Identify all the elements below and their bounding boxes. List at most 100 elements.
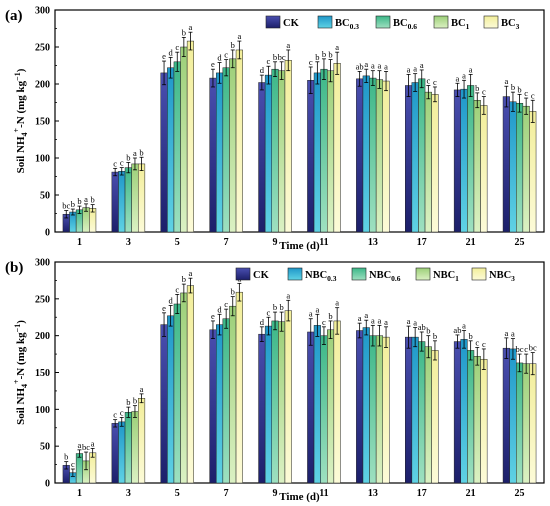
significance-letter: b: [328, 50, 332, 60]
legend-swatch: [265, 15, 281, 29]
bar-BC0.6-day13: [369, 77, 377, 233]
bar-BC3-day3: [138, 163, 146, 233]
bar-CK-day9: [258, 333, 266, 484]
significance-letter: d: [260, 317, 265, 327]
x-tick-label: 17: [417, 488, 427, 499]
bar-BC3-day5: [186, 40, 194, 233]
bar-NBC3-day5: [186, 285, 194, 484]
significance-letter: a: [335, 298, 339, 308]
significance-letter: b: [126, 397, 130, 407]
bar-CK-day25: [502, 347, 510, 484]
x-tick-label: 5: [175, 488, 180, 499]
bar-BC0.6-day9: [271, 68, 279, 233]
bar-BC0.3-day5: [167, 67, 175, 233]
bar-NBC0.3-day7: [216, 324, 224, 484]
bar-BC0.3-day17: [411, 82, 419, 233]
bar-CK-day21: [453, 341, 461, 484]
significance-letter: c: [120, 407, 124, 417]
significance-letter: a: [462, 321, 466, 331]
y-axis-title: Soil NH4+-N (mg kg−1): [12, 68, 29, 173]
significance-letter: a: [378, 61, 382, 71]
significance-letter: a: [286, 290, 290, 300]
significance-letter: b: [71, 199, 75, 209]
legend-label: NBC1: [433, 270, 459, 283]
significance-letter: a: [413, 318, 417, 328]
bar-CK-day13: [356, 78, 364, 233]
significance-letter: c: [309, 57, 313, 67]
significance-letter: c: [322, 317, 326, 327]
legend-swatch: [235, 267, 251, 281]
bar-NBC0.3-day17: [411, 336, 419, 484]
significance-letter: d: [217, 53, 222, 63]
x-tick-label: 11: [319, 237, 328, 248]
bar-CK-day13: [356, 330, 364, 484]
legend-label: NBC0.3: [305, 270, 337, 283]
bar-NBC1-day5: [180, 292, 188, 484]
legend-label: CK: [253, 270, 270, 281]
bar-NBC3-day3: [138, 398, 146, 484]
bar-BC3-day25: [529, 111, 537, 233]
significance-letter: a: [469, 64, 473, 74]
bar-CK-day17: [405, 85, 413, 233]
significance-letter: b: [426, 326, 430, 336]
significance-letter: b: [126, 152, 130, 162]
bar-NBC1-day11: [327, 329, 335, 484]
significance-letter: c: [524, 344, 528, 354]
legend-label: BC0.3: [335, 18, 359, 31]
significance-letter: a: [84, 194, 88, 204]
significance-letter: bc: [278, 52, 286, 62]
bar-NBC0.3-day13: [362, 327, 370, 484]
significance-letter: a: [286, 40, 290, 50]
significance-letter: a: [504, 328, 508, 338]
y-tick-label: 250: [35, 43, 50, 54]
legend-item-NBC0.6: NBC0.6: [351, 267, 401, 283]
bar-BC0.6-day3: [124, 167, 132, 233]
bar-CK-day5: [160, 324, 168, 484]
significance-letter: c: [531, 90, 535, 100]
significance-letter: d: [217, 304, 222, 314]
y-tick-label: 100: [35, 405, 50, 416]
bar-BC0.3-day7: [216, 72, 224, 233]
bar-NBC0.6-day21: [467, 350, 475, 484]
bar-CK-day5: [160, 72, 168, 233]
bar-BC0.6-day7: [222, 67, 230, 233]
legend-label: NBC0.6: [369, 270, 401, 283]
significance-letter: e: [162, 303, 166, 313]
significance-letter: c: [482, 87, 486, 97]
bar-BC1-day7: [229, 58, 237, 233]
significance-letter: c: [224, 299, 228, 309]
significance-letter: a: [358, 313, 362, 323]
significance-letter: d: [260, 65, 265, 75]
significance-letter: b: [280, 302, 284, 312]
bar-BC1-day17: [424, 91, 432, 233]
legend-item-CK: CK: [235, 267, 270, 281]
bar-NBC0.3-day9: [264, 325, 272, 484]
x-tick-label: 17: [417, 237, 427, 248]
bar-BC0.6-day5: [173, 61, 181, 233]
significance-letter: a: [420, 60, 424, 70]
legend-item-NBC1: NBC1: [415, 267, 459, 283]
bar-NBC3-day13: [382, 336, 390, 484]
bar-CK-day17: [405, 336, 413, 484]
bar-NBC0.6-day25: [516, 362, 524, 484]
y-axis-title: Soil NH4+-N (mg kg−1): [12, 320, 29, 425]
bar-CK-day9: [258, 82, 266, 233]
significance-letter: b: [475, 83, 479, 93]
x-tick-label: 1: [77, 237, 82, 248]
significance-letter: a: [456, 73, 460, 83]
legend-item-NBC0.3: NBC0.3: [287, 267, 337, 283]
significance-letter: a: [189, 268, 193, 278]
significance-letter: b: [231, 40, 235, 50]
x-tick-label: 3: [126, 237, 131, 248]
y-tick-label: 300: [35, 258, 50, 269]
legend-item-BC0.6: BC0.6: [375, 15, 417, 31]
significance-letter: c: [120, 158, 124, 168]
significance-letter: b: [322, 49, 326, 59]
significance-letter: c: [175, 284, 179, 294]
y-tick-label: 150: [35, 117, 50, 128]
significance-letter: b: [273, 302, 277, 312]
significance-letter: e: [162, 51, 166, 61]
bar-BC0.3-day11: [313, 72, 321, 233]
bar-NBC3-day25: [529, 363, 537, 484]
